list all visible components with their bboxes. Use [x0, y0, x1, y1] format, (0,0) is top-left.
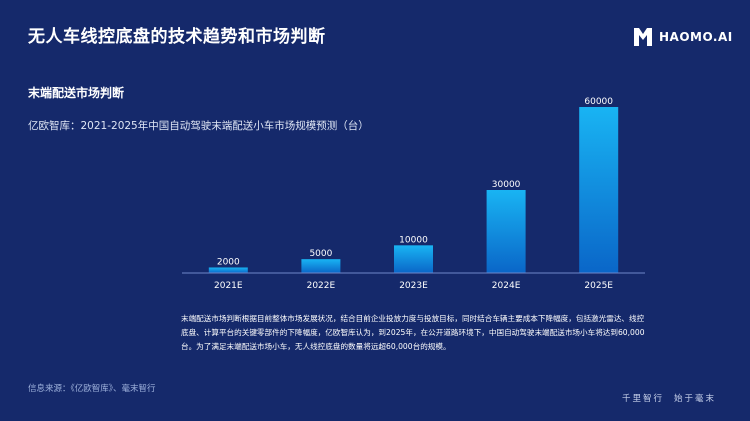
chart-subtitle: 亿欧智库：2021-2025年中国自动驾驶末端配送小车市场规模预测（台）	[28, 120, 369, 132]
x-tick-2023E: 2023E	[399, 281, 428, 291]
data-label-2021E: 2000	[217, 257, 240, 267]
bar-2021E	[208, 267, 248, 273]
x-tick-2022E: 2022E	[307, 281, 336, 291]
bar-2023E	[394, 245, 433, 273]
slogan-part-1: 千里智行	[622, 394, 665, 404]
page-title: 无人车线控底盘的技术趋势和市场判断	[28, 27, 326, 47]
bar-2025E	[579, 107, 619, 273]
bar-2024E	[486, 190, 526, 273]
logo-text: HAOMO.AI	[659, 30, 733, 44]
slogan-part-2: 始于毫末	[674, 394, 717, 404]
section-title: 末端配送市场判断	[28, 86, 125, 100]
data-label-2025E: 60000	[584, 97, 613, 107]
bar-2022E	[301, 259, 341, 273]
x-tick-2025E: 2025E	[584, 281, 613, 291]
data-label-2022E: 5000	[309, 249, 332, 259]
slogan: 千里智行 始于毫末	[622, 392, 716, 404]
data-label-2024E: 30000	[492, 180, 521, 190]
x-tick-2021E: 2021E	[214, 281, 243, 291]
data-label-2023E: 10000	[399, 235, 428, 245]
x-tick-2024E: 2024E	[492, 281, 521, 291]
source-note: 信息来源：《亿欧智库》、毫末智行	[28, 384, 156, 394]
haomo-logo: HAOMO.AI	[632, 26, 733, 48]
haomo-logo-icon	[634, 28, 652, 46]
chart-description: 末端配送市场判断根据目前整体市场发展状况，结合目前企业投放力度与投放目标，同时结…	[181, 314, 645, 351]
